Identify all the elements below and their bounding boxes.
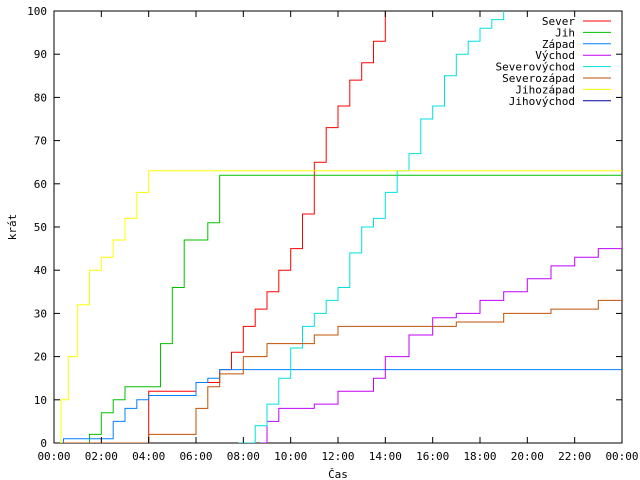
x-tick-label: 04:00	[132, 450, 165, 463]
series-line-jihozápad	[54, 170, 622, 443]
x-tick-label: 00:00	[37, 450, 70, 463]
legend-label: Jihozápad	[515, 83, 575, 96]
legend-label: Severozápad	[502, 72, 575, 85]
x-tick-label: 14:00	[369, 450, 402, 463]
y-tick-label: 60	[34, 178, 47, 191]
legend-label: Jih	[555, 26, 575, 39]
x-tick-label: 22:00	[558, 450, 591, 463]
x-tick-label: 12:00	[321, 450, 354, 463]
legend: SeverJihZápadVýchodSeverovýchodSeverozáp…	[496, 15, 611, 108]
legend-label: Severovýchod	[496, 61, 575, 74]
legend-label: Východ	[535, 49, 575, 62]
y-tick-label: 0	[40, 437, 47, 450]
y-tick-label: 70	[34, 135, 47, 148]
y-tick-label: 90	[34, 48, 47, 61]
x-tick-label: 02:00	[85, 450, 118, 463]
y-tick-label: 100	[27, 5, 47, 18]
x-tick-label: 18:00	[463, 450, 496, 463]
y-tick-label: 80	[34, 91, 47, 104]
y-tick-label: 50	[34, 221, 47, 234]
y-tick-label: 40	[34, 264, 47, 277]
y-tick-label: 20	[34, 351, 47, 364]
ticks-layer: 0 10 20 30 40 50 60 70 80 90 100 00:00 02:00 04:00 06:…	[27, 5, 638, 463]
legend-label: Západ	[542, 38, 575, 51]
legend-label: Sever	[542, 15, 575, 28]
series-line-severovýchod	[238, 11, 505, 443]
series-line-západ	[54, 369, 622, 443]
x-tick-label: 10:00	[274, 450, 307, 463]
y-tick-label: 30	[34, 307, 47, 320]
series-line-severozápad	[54, 299, 622, 443]
x-tick-label: 08:00	[227, 450, 260, 463]
x-tick-label: 00:00	[605, 450, 638, 463]
x-tick-label: 06:00	[179, 450, 212, 463]
series-line-jih	[54, 174, 622, 443]
y-axis-title: krát	[6, 214, 19, 241]
x-tick-label: 20:00	[511, 450, 544, 463]
x-axis-title: Čas	[328, 468, 348, 480]
x-tick-label: 16:00	[416, 450, 449, 463]
series-line-východ	[259, 240, 622, 443]
y-tick-label: 10	[34, 394, 47, 407]
series-layer	[54, 11, 622, 443]
legend-label: Jihovýchod	[509, 95, 575, 108]
